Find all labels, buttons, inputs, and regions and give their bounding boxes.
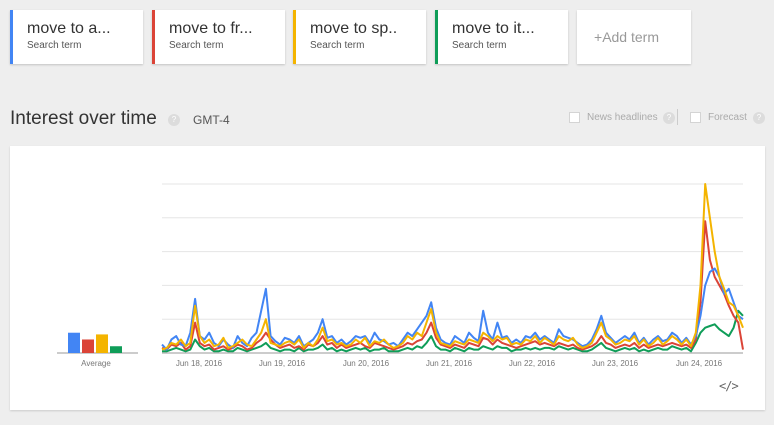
add-term-text: Add term bbox=[602, 29, 659, 45]
term-subtitle: Search term bbox=[452, 40, 507, 51]
series-line bbox=[161, 183, 744, 351]
x-tick-label: Jun 21, 2016 bbox=[426, 359, 473, 368]
x-tick-label: Jun 20, 2016 bbox=[343, 359, 390, 368]
term-name: move to fr... bbox=[169, 20, 253, 37]
term-color-bar bbox=[293, 10, 296, 64]
term-card-1[interactable]: move to a... Search term bbox=[10, 10, 143, 64]
section-title: Interest over time bbox=[10, 108, 157, 129]
x-tick-label: Jun 24, 2016 bbox=[676, 359, 723, 368]
help-icon[interactable]: ? bbox=[168, 114, 180, 126]
interest-over-time-chart: Average Jun 18, 2016 Jun 19, 2016 Jun 20, … bbox=[57, 183, 744, 368]
embed-code-icon[interactable]: </> bbox=[719, 379, 739, 393]
news-headlines-label: News headlines bbox=[587, 112, 658, 123]
average-bar bbox=[110, 346, 122, 353]
add-term-button[interactable]: +Add term bbox=[577, 10, 691, 64]
x-tick-label: Jun 23, 2016 bbox=[592, 359, 639, 368]
term-subtitle: Search term bbox=[169, 40, 224, 51]
plus-icon: + bbox=[594, 29, 603, 45]
forecast-help-icon[interactable]: ? bbox=[753, 112, 765, 124]
term-color-bar bbox=[152, 10, 155, 64]
average-bar bbox=[68, 332, 80, 353]
average-bars bbox=[68, 332, 122, 353]
series-line bbox=[161, 220, 744, 351]
average-bar bbox=[96, 334, 108, 353]
x-tick-label: Jun 19, 2016 bbox=[259, 359, 306, 368]
term-card-3[interactable]: move to sp.. Search term bbox=[293, 10, 426, 64]
series-lines bbox=[161, 183, 744, 353]
average-label: Average bbox=[81, 359, 111, 368]
term-name: move to sp.. bbox=[310, 20, 398, 37]
term-name: move to it... bbox=[452, 20, 535, 37]
chart-grid bbox=[57, 183, 743, 354]
forecast-label: Forecast bbox=[708, 112, 747, 123]
series-line bbox=[162, 309, 744, 353]
term-color-bar bbox=[10, 10, 13, 64]
timezone-label: GMT-4 bbox=[193, 113, 230, 127]
x-axis-ticks: Jun 18, 2016 Jun 19, 2016 Jun 20, 2016 Jun … bbox=[176, 359, 723, 368]
term-card-4[interactable]: move to it... Search term bbox=[435, 10, 568, 64]
x-tick-label: Jun 22, 2016 bbox=[509, 359, 556, 368]
term-subtitle: Search term bbox=[310, 40, 365, 51]
term-subtitle: Search term bbox=[27, 40, 82, 51]
average-bar bbox=[82, 339, 94, 353]
news-help-icon[interactable]: ? bbox=[663, 112, 675, 124]
term-card-2[interactable]: move to fr... Search term bbox=[152, 10, 285, 64]
term-color-bar bbox=[435, 10, 438, 64]
x-tick-label: Jun 18, 2016 bbox=[176, 359, 223, 368]
forecast-checkbox[interactable] bbox=[690, 112, 701, 123]
series-line bbox=[161, 267, 744, 351]
news-headlines-checkbox[interactable] bbox=[569, 112, 580, 123]
add-term-label: +Add term bbox=[594, 29, 659, 45]
chart-panel: Average Jun 18, 2016 Jun 19, 2016 Jun 20, … bbox=[10, 146, 765, 410]
divider bbox=[677, 109, 678, 125]
term-name: move to a... bbox=[27, 20, 111, 37]
